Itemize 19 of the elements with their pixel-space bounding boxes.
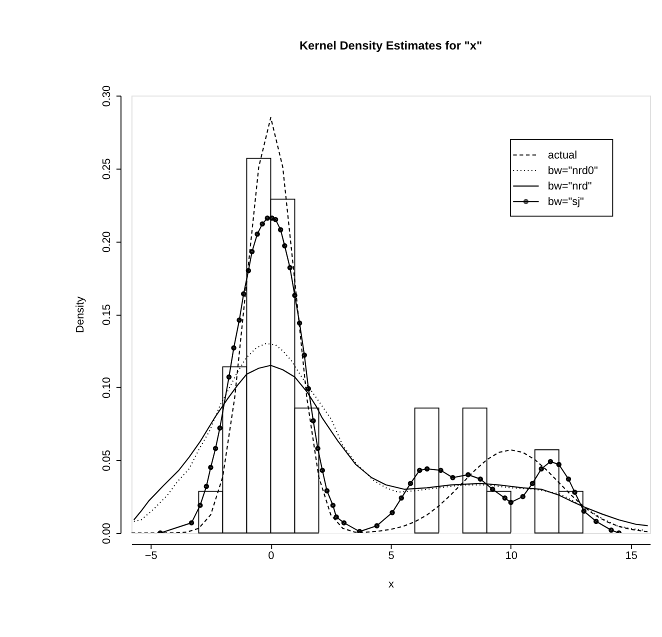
legend-label: bw="nrd0" [548, 165, 598, 178]
y-tick-label: 0.30 [101, 85, 114, 107]
y-tick-label: 0.20 [101, 231, 114, 253]
y-tick-label: 0.10 [101, 377, 114, 398]
legend-label: bw="nrd" [548, 180, 592, 193]
y-axis-title: Density [74, 296, 87, 334]
x-tick-label: −5 [144, 550, 158, 562]
x-axis-title: x [388, 578, 395, 590]
y-tick-label: 0.00 [101, 522, 114, 544]
x-tick-label: 15 [625, 550, 638, 562]
y-tick-label: 0.15 [101, 304, 114, 326]
y-tick-label: 0.25 [101, 158, 114, 180]
x-tick-label: 0 [268, 550, 274, 562]
x-tick-label: 10 [505, 550, 518, 562]
chart-title: Kernel Density Estimates for "x" [299, 38, 482, 52]
x-tick-label: 5 [388, 550, 394, 562]
legend-label: bw="sj" [548, 196, 584, 208]
legend-label: actual [548, 150, 578, 162]
y-tick-label: 0.05 [101, 450, 114, 472]
